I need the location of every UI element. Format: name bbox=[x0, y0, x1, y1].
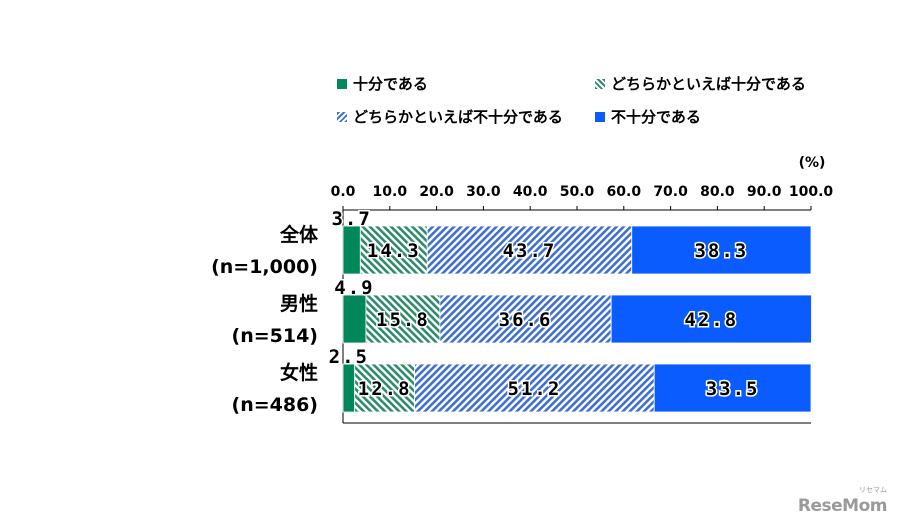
legend-item: どちらかといえば十分である bbox=[595, 73, 806, 94]
x-tick-label: 0.0 bbox=[331, 184, 356, 200]
category-label: 男性 bbox=[280, 292, 318, 315]
bar-segment bbox=[653, 363, 812, 413]
labels-layer: 全体 (n=1,000) 男性 (n=514) 女性 (n=486) 3.7 14.3 43.7… bbox=[211, 207, 760, 417]
bar-value-label: 15.8 bbox=[376, 309, 430, 331]
bar-value-label: 43.7 bbox=[503, 240, 557, 262]
legend-item: 十分である bbox=[337, 73, 428, 94]
bar-segment bbox=[439, 294, 612, 344]
legend-swatch bbox=[337, 78, 347, 89]
unit-label: (%) bbox=[799, 155, 826, 171]
bar-value-label: 36.6 bbox=[499, 309, 553, 331]
bar-value-label: 38.3 bbox=[694, 240, 748, 262]
bar-segment bbox=[365, 294, 441, 344]
bar-segment bbox=[354, 363, 416, 413]
watermark-small: リセマム bbox=[859, 486, 887, 494]
bar-value-label: 12.8 bbox=[358, 378, 412, 400]
legend-swatch bbox=[337, 111, 347, 122]
x-tick-label: 10.0 bbox=[373, 184, 408, 200]
axis-layer: 0.0 10.0 20.0 30.0 40.0 50.0 60.0 70.0 80.0 90.0 1… bbox=[331, 155, 834, 424]
bars-layer bbox=[342, 225, 812, 413]
legend-label: どちらかといえば十分である bbox=[611, 75, 806, 93]
bar-value-label: 42.8 bbox=[684, 309, 738, 331]
x-tick-label: 50.0 bbox=[560, 184, 595, 200]
bar-value-label: 14.3 bbox=[367, 240, 421, 262]
x-tick-label: 70.0 bbox=[653, 184, 688, 200]
legend-swatch bbox=[595, 78, 605, 89]
bar-segment bbox=[610, 294, 812, 344]
category-sample-label: (n=514) bbox=[232, 325, 318, 347]
category-label: 全体 bbox=[279, 223, 319, 246]
x-tick-label: 30.0 bbox=[466, 184, 501, 200]
legend-label: 不十分である bbox=[611, 108, 701, 126]
x-tick-label: 60.0 bbox=[607, 184, 642, 200]
category-label: 女性 bbox=[280, 361, 318, 384]
bar-segment bbox=[342, 225, 361, 275]
legend-item: どちらかといえば不十分である bbox=[337, 106, 563, 127]
watermark-logo: ReseMom bbox=[797, 496, 888, 516]
legend-swatch bbox=[595, 111, 605, 122]
legend-label: どちらかといえば不十分である bbox=[353, 108, 563, 126]
bar-value-label: 33.5 bbox=[706, 378, 760, 400]
legend-item: 不十分である bbox=[595, 106, 701, 127]
bar-segment bbox=[342, 363, 356, 413]
bar-segment bbox=[414, 363, 655, 413]
bar-value-label: 4.9 bbox=[334, 277, 374, 299]
x-tick-label: 100.0 bbox=[789, 184, 834, 200]
category-sample-label: (n=1,000) bbox=[211, 256, 318, 278]
x-tick-label: 40.0 bbox=[513, 184, 548, 200]
bar-value-label: 51.2 bbox=[508, 378, 562, 400]
bar-segment bbox=[631, 225, 812, 275]
bar-segment bbox=[342, 294, 367, 344]
bar-segment bbox=[359, 225, 428, 275]
bar-value-label: 2.5 bbox=[329, 346, 369, 368]
category-sample-label: (n=486) bbox=[232, 394, 318, 416]
x-tick-label: 80.0 bbox=[700, 184, 735, 200]
x-tick-label: 20.0 bbox=[419, 184, 454, 200]
bar-value-label: 3.7 bbox=[331, 208, 371, 230]
x-tick-label: 90.0 bbox=[747, 184, 782, 200]
legend-label: 十分である bbox=[353, 75, 428, 93]
